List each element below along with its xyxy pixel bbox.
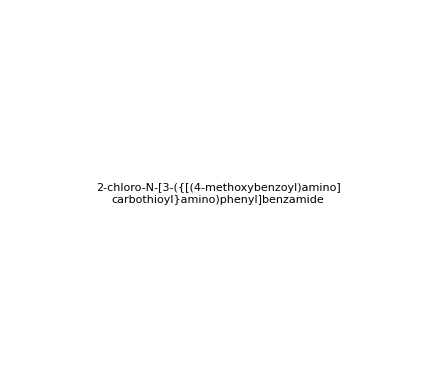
- Text: 2-chloro-N-[3-({[(4-methoxybenzoyl)amino]
carbothioyl}amino)phenyl]benzamide: 2-chloro-N-[3-({[(4-methoxybenzoyl)amino…: [95, 183, 341, 205]
